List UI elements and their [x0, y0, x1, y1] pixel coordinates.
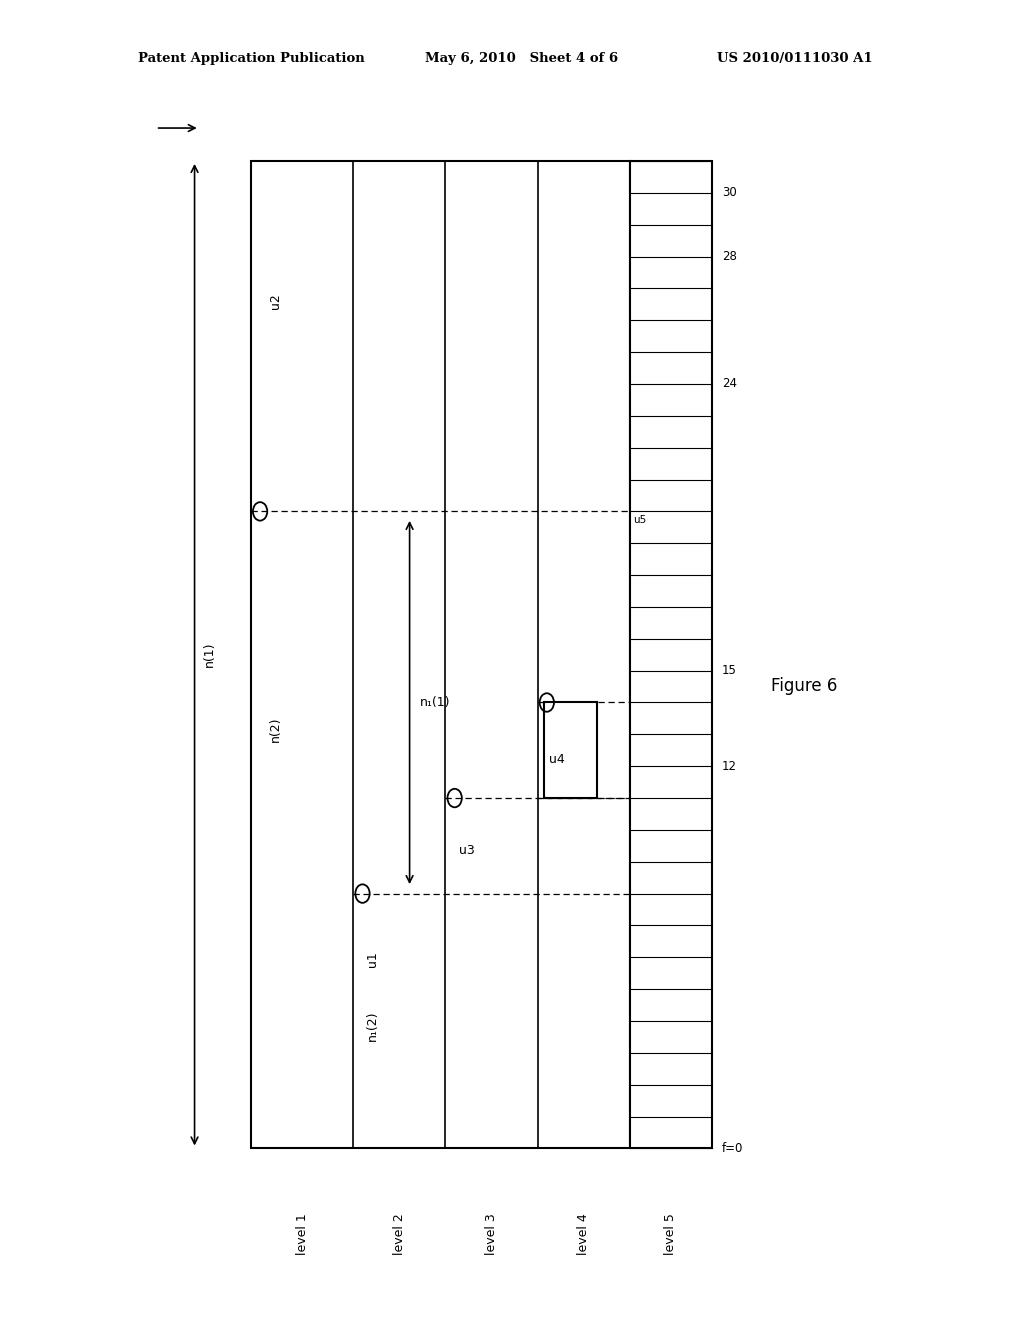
Text: 30: 30 [722, 186, 736, 199]
Text: n(2): n(2) [269, 717, 283, 742]
Text: Patent Application Publication: Patent Application Publication [138, 51, 365, 65]
Text: 15: 15 [722, 664, 737, 677]
Text: n₁(1): n₁(1) [420, 696, 451, 709]
Text: level 3: level 3 [485, 1213, 498, 1255]
Text: 12: 12 [722, 760, 737, 772]
Text: f=0: f=0 [722, 1142, 743, 1155]
Text: u2: u2 [269, 293, 283, 309]
Text: level 1: level 1 [296, 1213, 308, 1255]
Text: 24: 24 [722, 378, 737, 391]
Bar [630, 161, 712, 1148]
Text: u1: u1 [366, 952, 379, 968]
Text: u3: u3 [459, 845, 474, 858]
Text: US 2010/0111030 A1: US 2010/0111030 A1 [717, 51, 872, 65]
Text: n₁(2): n₁(2) [366, 1010, 379, 1041]
Text: n(1): n(1) [203, 642, 216, 668]
Text: May 6, 2010   Sheet 4 of 6: May 6, 2010 Sheet 4 of 6 [425, 51, 618, 65]
Text: Figure 6: Figure 6 [771, 677, 837, 696]
Bar [251, 161, 630, 1148]
Text: level 2: level 2 [393, 1213, 406, 1255]
Text: u4: u4 [549, 754, 564, 767]
Text: level 5: level 5 [665, 1213, 677, 1255]
Text: u5: u5 [633, 515, 646, 525]
Bar [544, 702, 597, 799]
Text: 28: 28 [722, 249, 737, 263]
Text: level 4: level 4 [578, 1213, 590, 1255]
